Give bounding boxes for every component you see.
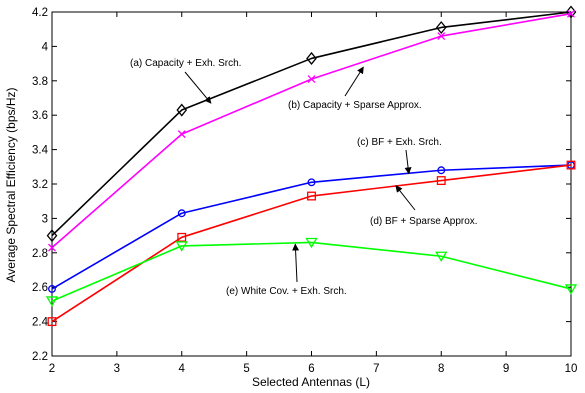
data-point	[564, 284, 578, 295]
data-point	[48, 284, 56, 293]
x-tick-label: 2	[49, 363, 55, 375]
data-point	[48, 243, 56, 252]
data-point	[437, 32, 446, 41]
series-line	[51, 241, 572, 302]
series-line	[51, 164, 572, 323]
annotation-arrow	[292, 243, 300, 283]
y-axis-title: Average Spectral Efficiency (bps/Hz)	[4, 88, 18, 283]
x-tick-label: 5	[243, 363, 249, 375]
x-tick-label: 3	[114, 363, 120, 375]
data-point	[175, 241, 188, 252]
annotation-arrow	[404, 149, 412, 175]
x-tick-label: 4	[179, 363, 186, 375]
y-tick-label: 2.8	[32, 248, 48, 260]
series-4	[45, 237, 578, 307]
series-layer	[45, 5, 578, 327]
annotation-label: (b) Capacity + Sparse Approx.	[288, 100, 422, 111]
data-point	[566, 160, 576, 170]
data-point	[307, 178, 316, 187]
data-point	[567, 9, 575, 18]
series-line	[51, 164, 572, 290]
data-point	[436, 176, 446, 186]
x-tick-label: 7	[373, 363, 379, 375]
data-point	[45, 296, 59, 307]
data-point	[177, 209, 186, 218]
y-tick-label: 3	[42, 213, 48, 225]
x-axis-title: Selected Antennas (L)	[252, 375, 370, 389]
plot-frame	[51, 11, 572, 357]
annotation-label: (c) BF + Exh. Srch.	[357, 137, 442, 148]
data-point	[176, 103, 188, 117]
data-point	[307, 75, 316, 84]
data-point	[47, 317, 57, 327]
data-point	[177, 130, 186, 139]
data-point	[177, 232, 187, 242]
annotation-label: (d) BF + Sparse Approx.	[370, 216, 478, 227]
y-tick-label: 4.2	[32, 7, 48, 19]
annotation-label: (e) White Cov. + Exh. Srch.	[226, 286, 347, 297]
y-tick-label: 3.6	[32, 110, 48, 122]
y-tick-label: 3.2	[32, 179, 48, 191]
series-3	[47, 160, 576, 327]
x-tick-label: 9	[503, 363, 509, 375]
plot-area: 2 3 4 5 6 7 8 9 10 2.2 2.4 2.6 2.8 3 3.2 3.4 3.6 3.8 4 4.2	[32, 7, 577, 375]
x-tick-label: 8	[438, 363, 444, 375]
data-point	[435, 20, 447, 35]
y-tick-label: 2.4	[32, 317, 49, 329]
data-point	[46, 229, 58, 243]
annotation-layer: (a) Capacity + Exh. Srch. (b) Capacity + …	[130, 58, 478, 297]
annotation-label: (a) Capacity + Exh. Srch.	[130, 58, 241, 69]
annotation-arrow	[395, 185, 416, 211]
y-tick-label: 4	[42, 41, 49, 53]
series-1	[48, 9, 575, 252]
annotation-arrow	[344, 66, 364, 97]
data-point	[307, 191, 316, 201]
data-point	[437, 166, 446, 175]
data-point	[305, 237, 318, 249]
x-tick-label: 6	[308, 363, 314, 375]
x-tick-label: 10	[565, 363, 578, 375]
series-line	[51, 11, 572, 237]
annotation-arrow	[184, 71, 212, 104]
data-point	[435, 251, 448, 263]
y-tick-label: 3.4	[32, 145, 49, 157]
y-tick-label: 3.8	[32, 76, 48, 88]
y-tick-label: 2.6	[32, 282, 48, 294]
y-tick-label: 2.2	[32, 351, 48, 363]
data-point	[306, 51, 317, 65]
